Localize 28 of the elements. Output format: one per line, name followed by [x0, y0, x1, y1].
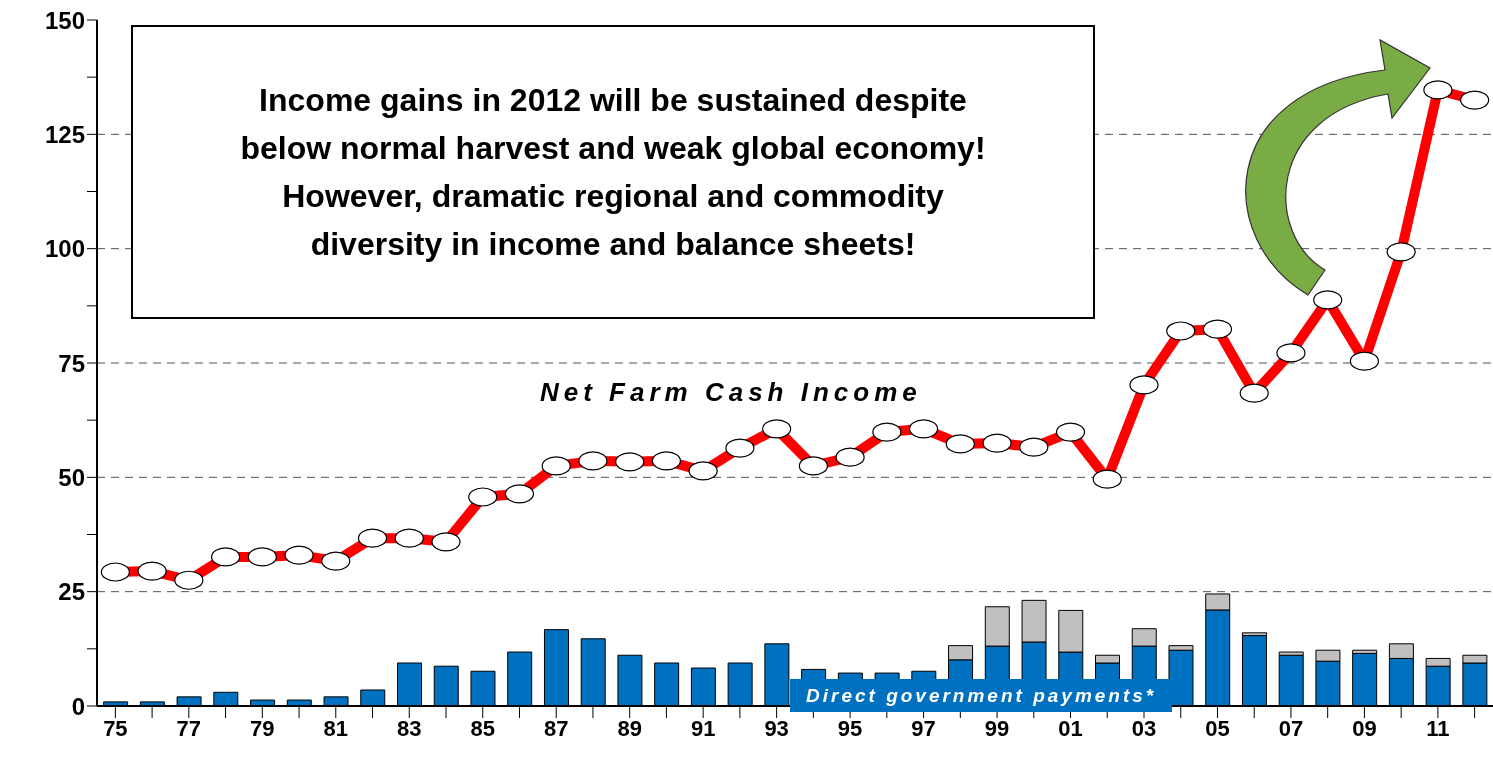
- x-tick-label: 77: [176, 715, 202, 741]
- series-label: Net Farm Cash Income: [540, 377, 922, 408]
- x-tick-label: 99: [984, 715, 1010, 741]
- x-tick-label: 01: [1058, 715, 1083, 741]
- x-tick-label: 07: [1278, 715, 1304, 741]
- x-tick-label: 87: [543, 715, 569, 741]
- x-tick-label: 11: [1426, 715, 1450, 741]
- y-tick-label: 75: [58, 349, 85, 377]
- x-tick-label: 85: [470, 715, 495, 741]
- x-tick-label: 89: [617, 715, 642, 741]
- y-tick-label: 100: [44, 235, 85, 263]
- y-tick-label: 25: [58, 578, 85, 606]
- y-tick-label: 0: [71, 692, 85, 720]
- x-tick-label: 97: [911, 715, 936, 741]
- y-tick-label: 150: [44, 6, 85, 34]
- x-tick-label: 79: [250, 715, 275, 741]
- y-tick-label: 125: [44, 120, 85, 148]
- x-tick-label: 75: [103, 715, 128, 741]
- x-tick-label: 93: [764, 715, 789, 741]
- text-box: Income gains in 2012 will be sustained despite below normal harvest and weak global economy! However, dramatic regional and commodity diversity in income and balance sheets!: [131, 25, 1095, 319]
- x-tick-label: 95: [837, 715, 863, 741]
- x-tick-label: 91: [690, 715, 716, 741]
- x-tick-label: 09: [1352, 715, 1377, 741]
- x-tick-label: 03: [1131, 715, 1157, 741]
- x-tick-label: 05: [1205, 715, 1230, 741]
- x-tick-label: 81: [323, 715, 349, 741]
- y-tick-label: 50: [58, 463, 85, 491]
- x-tick-label: 83: [397, 715, 422, 741]
